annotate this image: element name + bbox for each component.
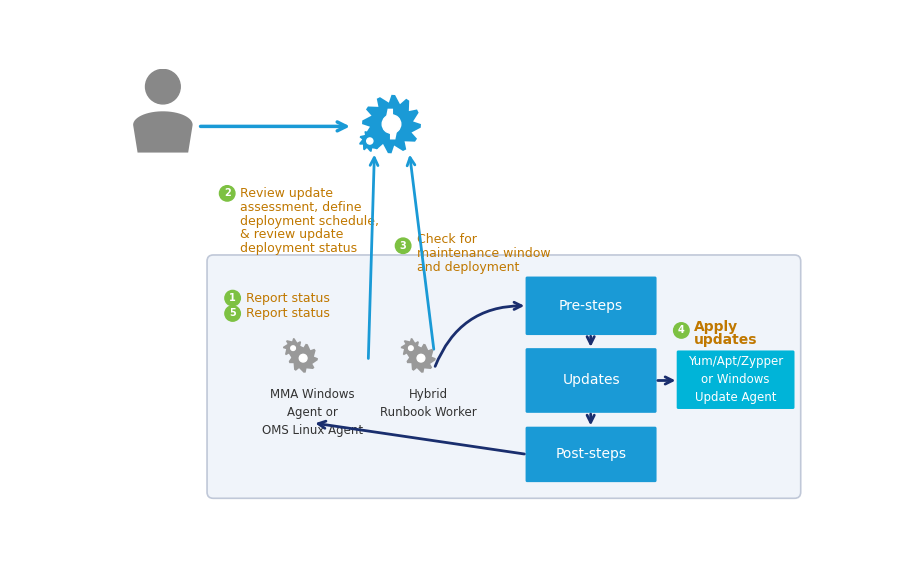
Polygon shape (359, 130, 381, 152)
FancyBboxPatch shape (526, 348, 657, 413)
Text: Review update: Review update (240, 187, 333, 200)
Circle shape (220, 186, 235, 201)
Text: 5: 5 (230, 308, 236, 319)
Polygon shape (407, 344, 436, 373)
Circle shape (225, 306, 240, 321)
Text: deployment schedule,: deployment schedule, (240, 214, 380, 228)
Text: deployment status: deployment status (240, 243, 357, 255)
Circle shape (291, 346, 295, 351)
Text: and deployment: and deployment (417, 261, 519, 274)
Polygon shape (400, 338, 421, 358)
Text: MMA Windows
Agent or
OMS Linux Agent: MMA Windows Agent or OMS Linux Agent (262, 388, 363, 437)
Circle shape (146, 69, 180, 104)
Text: Post-steps: Post-steps (555, 447, 626, 462)
Circle shape (409, 346, 413, 351)
Text: assessment, define: assessment, define (240, 201, 362, 214)
Text: Report status: Report status (246, 307, 329, 320)
Text: & review update: & review update (240, 228, 344, 241)
Text: Check for: Check for (417, 233, 477, 246)
Circle shape (673, 323, 689, 338)
Text: 2: 2 (224, 188, 230, 198)
Polygon shape (362, 95, 421, 153)
Text: Apply: Apply (694, 320, 738, 333)
FancyBboxPatch shape (526, 276, 657, 335)
Text: Yum/Apt/Zypper
or Windows
Update Agent: Yum/Apt/Zypper or Windows Update Agent (688, 355, 783, 404)
Text: updates: updates (694, 333, 757, 347)
Polygon shape (289, 344, 318, 373)
Text: 3: 3 (400, 241, 407, 251)
Polygon shape (133, 112, 193, 153)
Circle shape (366, 138, 373, 144)
Circle shape (382, 115, 400, 133)
Text: 1: 1 (230, 293, 236, 303)
Text: Updates: Updates (562, 374, 620, 387)
Circle shape (417, 354, 425, 362)
Text: Hybrid
Runbook Worker: Hybrid Runbook Worker (381, 388, 477, 419)
Circle shape (225, 291, 240, 306)
Circle shape (395, 238, 411, 253)
Text: Pre-steps: Pre-steps (559, 299, 623, 313)
Text: maintenance window: maintenance window (417, 247, 551, 260)
Text: 4: 4 (678, 325, 685, 335)
Polygon shape (383, 109, 400, 140)
Circle shape (300, 354, 307, 362)
FancyBboxPatch shape (526, 427, 657, 482)
Text: Report status: Report status (246, 292, 329, 305)
FancyBboxPatch shape (207, 255, 801, 498)
Polygon shape (283, 338, 303, 358)
FancyBboxPatch shape (677, 351, 795, 409)
